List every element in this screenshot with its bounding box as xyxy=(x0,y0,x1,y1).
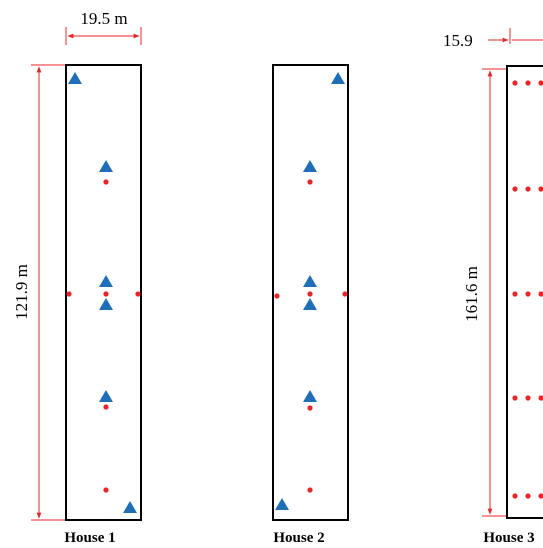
sensor-dot xyxy=(538,395,543,401)
sensor-dot xyxy=(512,80,518,86)
sensor-dot xyxy=(103,487,109,493)
house-3-length-dimension: 161.6 m xyxy=(462,68,506,517)
sensor-dot xyxy=(103,291,109,297)
sensor-dot xyxy=(525,291,531,297)
house-1-outline xyxy=(65,64,142,521)
triangle-marker xyxy=(99,390,113,402)
sensor-dot xyxy=(103,404,109,410)
triangle-marker xyxy=(303,160,317,172)
house-2-outline xyxy=(272,64,349,521)
sensor-dot xyxy=(307,487,313,493)
house-3-outline xyxy=(506,65,543,519)
triangle-marker xyxy=(303,275,317,287)
triangle-marker xyxy=(123,501,137,513)
house-1-label: House 1 xyxy=(64,530,115,546)
sensor-dot xyxy=(525,80,531,86)
sensor-dot xyxy=(307,291,313,297)
house-1-width-label: 19.5 m xyxy=(80,9,127,28)
sensor-dot xyxy=(66,291,72,297)
house-2-label: House 2 xyxy=(273,530,324,546)
sensor-dot xyxy=(342,291,348,297)
sensor-dot xyxy=(135,291,141,297)
triangle-marker xyxy=(99,298,113,310)
house-3-width-label: 15.9 xyxy=(443,31,473,50)
sensor-dot xyxy=(512,291,518,297)
triangle-marker xyxy=(68,72,82,84)
sensor-dot xyxy=(512,493,518,499)
house-3-group: 15.9 161.6 m House 3 xyxy=(443,28,543,546)
sensor-dot xyxy=(512,186,518,192)
sensor-dot xyxy=(525,493,531,499)
sensor-dot xyxy=(307,179,313,185)
sensor-dot xyxy=(525,395,531,401)
triangle-marker xyxy=(303,390,317,402)
house-1-length-dimension: 121.9 m xyxy=(12,64,66,521)
triangle-marker xyxy=(303,298,317,310)
house-3-length-label: 161.6 m xyxy=(462,266,481,322)
sensor-dot xyxy=(103,179,109,185)
sensor-dot xyxy=(538,80,543,86)
sensor-dot xyxy=(538,291,543,297)
triangle-marker xyxy=(331,72,345,84)
sensor-dot xyxy=(274,293,280,299)
sensor-dot xyxy=(512,395,518,401)
triangle-marker xyxy=(99,160,113,172)
house-1-length-label: 121.9 m xyxy=(12,264,31,320)
house-2-group: House 2 xyxy=(272,64,349,546)
sensor-dot xyxy=(525,186,531,192)
sensor-dot xyxy=(538,493,543,499)
sensor-dot xyxy=(307,405,313,411)
house-3-width-dimension: 15.9 xyxy=(443,28,543,50)
triangle-marker xyxy=(99,275,113,287)
house-3-label: House 3 xyxy=(483,530,534,546)
sensor-dot xyxy=(538,186,543,192)
house-1-width-dimension: 19.5 m xyxy=(65,9,142,45)
house-1-group: 19.5 m 121.9 m House 1 xyxy=(12,9,142,546)
triangle-marker xyxy=(275,498,289,510)
